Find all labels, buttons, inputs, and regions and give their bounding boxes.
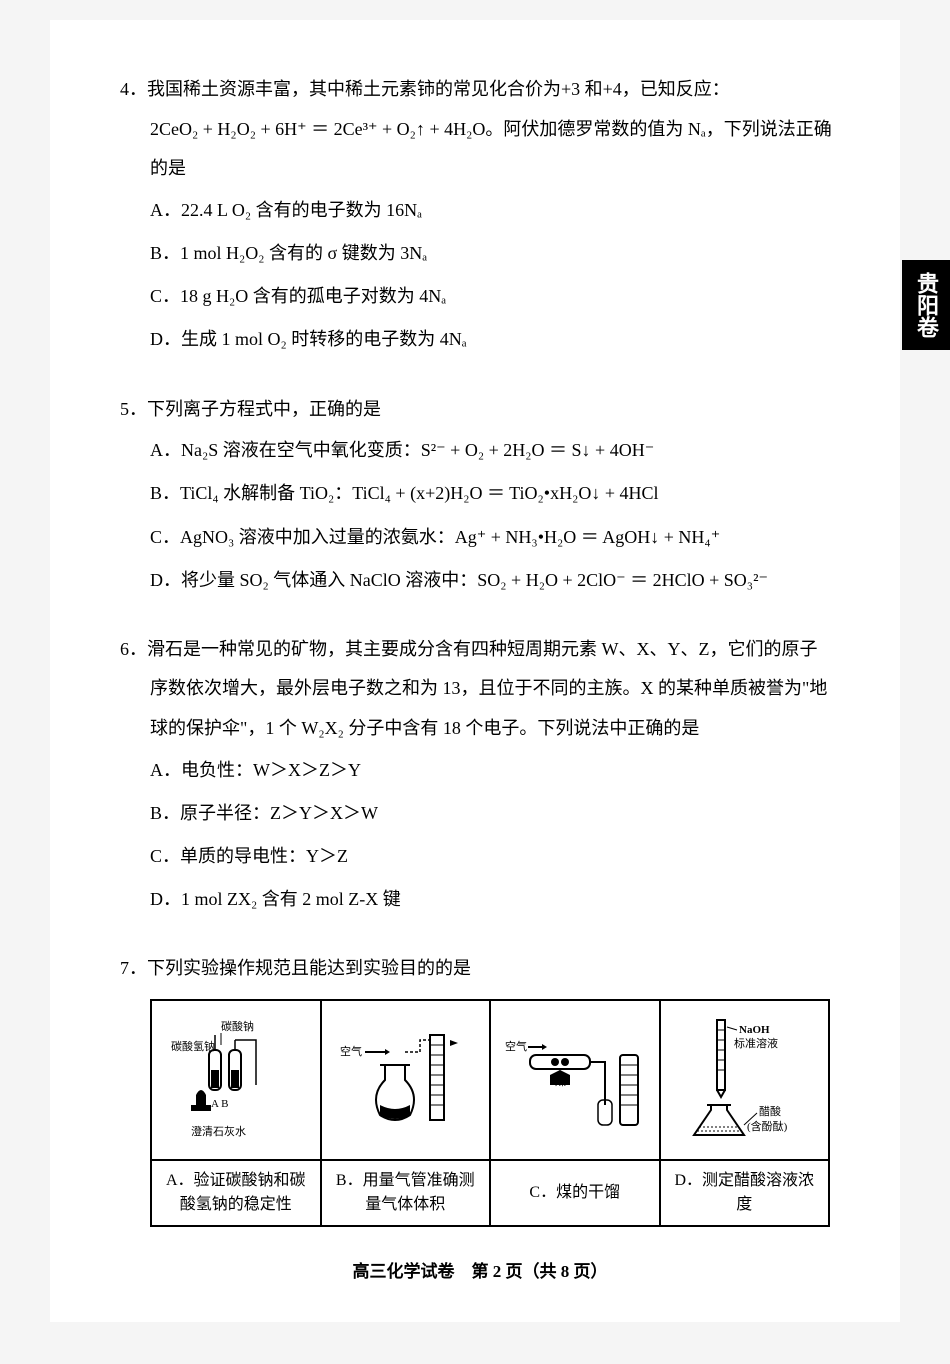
q6-option-d: D．1 mol ZX₂ 含有 2 mol Z-X 键	[120, 878, 840, 921]
label-air-c: 空气	[505, 1039, 527, 1053]
caption-c: C．煤的干馏	[490, 1160, 660, 1226]
table-row: 碳酸钠 碳酸氢钠 A B 澄清石灰水	[151, 1000, 829, 1160]
caption-d: D．测定醋酸溶液浓度	[660, 1160, 830, 1226]
experiment-table: 碳酸钠 碳酸氢钠 A B 澄清石灰水	[150, 999, 830, 1227]
label-air-b: 空气	[340, 1044, 362, 1058]
q4-tail: 的是	[120, 149, 840, 189]
cell-c-diagram: 空气 煤	[490, 1000, 660, 1160]
q4-option-a: A．22.4 L O₂ 含有的电子数为 16Nₐ	[120, 189, 840, 232]
q5-stem: 下列离子方程式中，正确的是	[147, 399, 381, 419]
label-ab: A B	[211, 1098, 228, 1110]
table-row: A．验证碳酸钠和碳酸氢钠的稳定性 B．用量气管准确测量气体体积 C．煤的干馏 D…	[151, 1160, 829, 1226]
caption-b: B．用量气管准确测量气体体积	[321, 1160, 491, 1226]
label-limewater: 澄清石灰水	[191, 1124, 246, 1138]
q4-number: 4．	[120, 79, 147, 99]
q6-stem: 滑石是一种常见的矿物，其主要成分含有四种短周期元素 W、X、Y、Z，它们的原子	[147, 639, 817, 659]
q4-option-b: B．1 mol H₂O₂ 含有的 σ 键数为 3Nₐ	[120, 232, 840, 275]
cell-d-diagram: NaOH 标准溶液 醋酸 (含酚酞)	[660, 1000, 830, 1160]
diagram-b-icon: 空气	[330, 1015, 480, 1145]
label-indicator: (含酚酞)	[747, 1119, 788, 1133]
q5-option-b: B．TiCl₄ 水解制备 TiO₂：TiCl₄ + (x+2)H₂O ＝ TiO…	[120, 472, 840, 515]
caption-a: A．验证碳酸钠和碳酸氢钠的稳定性	[151, 1160, 321, 1226]
page-footer: 高三化学试卷 第 2 页（共 8 页）	[120, 1257, 840, 1282]
cell-a-diagram: 碳酸钠 碳酸氢钠 A B 澄清石灰水	[151, 1000, 321, 1160]
q6-option-b: B．原子半径：Z＞Y＞X＞W	[120, 792, 840, 835]
q4-option-d: D．生成 1 mol O₂ 时转移的电子数为 4Nₐ	[120, 318, 840, 361]
diagram-a-icon: 碳酸钠 碳酸氢钠 A B 澄清石灰水	[161, 1015, 311, 1145]
label-carbonate: 碳酸钠	[221, 1019, 254, 1033]
q7-number: 7．	[120, 958, 147, 978]
question-5: 5．下列离子方程式中，正确的是 A．Na₂S 溶液在空气中氧化变质：S²⁻ + …	[120, 390, 840, 602]
question-6: 6．滑石是一种常见的矿物，其主要成分含有四种短周期元素 W、X、Y、Z，它们的原…	[120, 630, 840, 922]
label-acid: 醋酸	[759, 1104, 781, 1118]
q6-number: 6．	[120, 639, 147, 659]
label-std: 标准溶液	[734, 1036, 778, 1050]
q6-line2: 序数依次增大，最外层电子数之和为 13，且位于不同的主族。X 的某种单质被誉为"…	[120, 669, 840, 709]
label-bicarbonate: 碳酸氢钠	[171, 1039, 215, 1053]
q5-number: 5．	[120, 399, 147, 419]
side-tab: 贵阳卷	[902, 260, 950, 350]
q6-line3: 球的保护伞"，1 个 W₂X₂ 分子中含有 18 个电子。下列说法中正确的是	[120, 709, 840, 749]
label-naoh: NaOH	[739, 1024, 770, 1036]
q5-option-a: A．Na₂S 溶液在空气中氧化变质：S²⁻ + O₂ + 2H₂O ＝ S↓ +…	[120, 429, 840, 472]
page-content: 4．我国稀土资源丰富，其中稀土元素铈的常见化合价为+3 和+4，已知反应： 2C…	[50, 20, 900, 1322]
question-7: 7．下列实验操作规范且能达到实验目的的是 碳酸钠 碳酸氢钠	[120, 949, 840, 1227]
q5-option-c: C．AgNO₃ 溶液中加入过量的浓氨水：Ag⁺ + NH₃•H₂O ＝ AgOH…	[120, 516, 840, 559]
diagram-d-icon: NaOH 标准溶液 醋酸 (含酚酞)	[669, 1015, 819, 1145]
cell-b-diagram: 空气	[321, 1000, 491, 1160]
q6-option-a: A．电负性：W＞X＞Z＞Y	[120, 749, 840, 792]
q4-option-c: C．18 g H₂O 含有的孤电子对数为 4Nₐ	[120, 275, 840, 318]
q7-stem: 下列实验操作规范且能达到实验目的的是	[147, 958, 471, 978]
diagram-c-icon: 空气 煤	[500, 1015, 650, 1145]
question-4: 4．我国稀土资源丰富，其中稀土元素铈的常见化合价为+3 和+4，已知反应： 2C…	[120, 70, 840, 362]
q4-stem: 我国稀土资源丰富，其中稀土元素铈的常见化合价为+3 和+4，已知反应：	[147, 79, 730, 99]
q4-equation: 2CeO₂ + H₂O₂ + 6H⁺ ＝ 2Ce³⁺ + O₂↑ + 4H₂O。…	[120, 110, 840, 150]
q6-option-c: C．单质的导电性：Y＞Z	[120, 835, 840, 878]
q5-option-d: D．将少量 SO₂ 气体通入 NaClO 溶液中：SO₂ + H₂O + 2Cl…	[120, 559, 840, 602]
